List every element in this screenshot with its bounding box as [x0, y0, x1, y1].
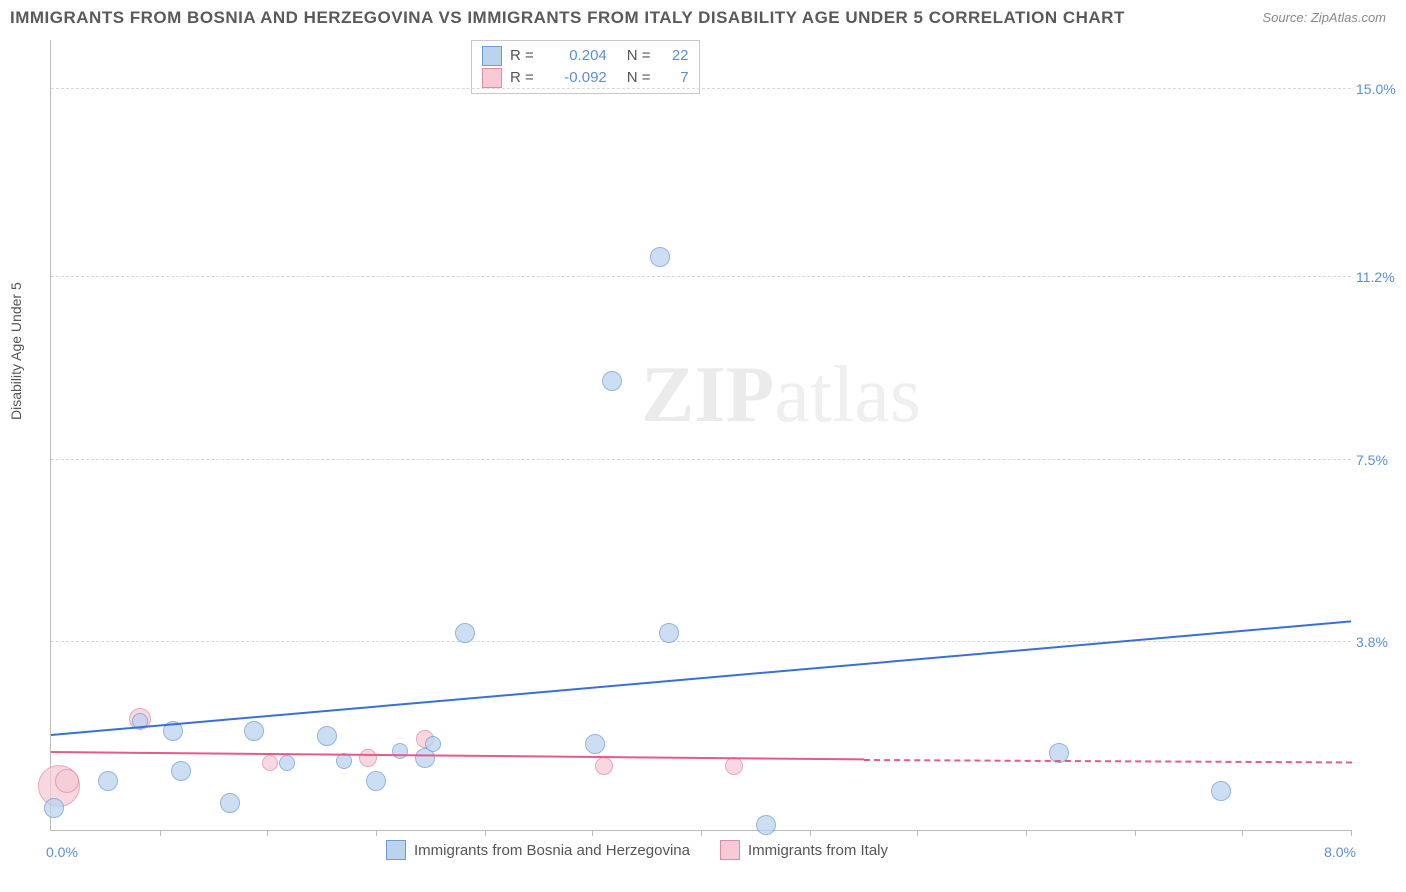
x-tick [376, 830, 377, 836]
plot-area: ZIPatlas R = 0.204 N = 22 R = -0.092 N =… [50, 40, 1351, 831]
x-tick [810, 830, 811, 836]
legend-bottom: Immigrants from Bosnia and Herzegovina I… [386, 840, 888, 860]
swatch-italy-icon [720, 840, 740, 860]
y-tick-label: 11.2% [1356, 269, 1406, 285]
gridline-h [51, 641, 1351, 642]
legend-item-bosnia: Immigrants from Bosnia and Herzegovina [386, 840, 690, 860]
data-point-bosnia [585, 734, 605, 754]
data-point-bosnia [98, 771, 118, 791]
data-point-bosnia [425, 736, 441, 752]
legend-italy-label: Immigrants from Italy [748, 842, 888, 859]
x-max-label: 8.0% [1324, 844, 1356, 860]
data-point-bosnia [317, 726, 337, 746]
x-tick [701, 830, 702, 836]
data-point-bosnia [650, 247, 670, 267]
chart-title: IMMIGRANTS FROM BOSNIA AND HERZEGOVINA V… [10, 8, 1125, 28]
y-tick-label: 3.8% [1356, 634, 1406, 650]
legend-item-italy: Immigrants from Italy [720, 840, 888, 860]
data-point-italy [262, 755, 278, 771]
legend-bosnia-label: Immigrants from Bosnia and Herzegovina [414, 842, 690, 859]
x-tick [1135, 830, 1136, 836]
bosnia-n-value: 22 [659, 45, 689, 67]
data-point-bosnia [1211, 781, 1231, 801]
x-tick [485, 830, 486, 836]
watermark: ZIPatlas [641, 350, 921, 441]
trend-line [51, 621, 1351, 737]
data-point-bosnia [44, 798, 64, 818]
y-tick-label: 7.5% [1356, 452, 1406, 468]
trend-line-dashed [863, 759, 1351, 763]
stats-row-italy: R = -0.092 N = 7 [482, 67, 689, 89]
gridline-h [51, 88, 1351, 89]
x-origin-label: 0.0% [46, 844, 78, 860]
x-tick [160, 830, 161, 836]
stats-row-bosnia: R = 0.204 N = 22 [482, 45, 689, 67]
gridline-h [51, 459, 1351, 460]
data-point-italy [359, 749, 377, 767]
data-point-bosnia [244, 721, 264, 741]
x-tick [267, 830, 268, 836]
x-tick [1026, 830, 1027, 836]
bosnia-r-value: 0.204 [542, 45, 607, 67]
swatch-bosnia [482, 46, 502, 66]
trend-line [51, 751, 864, 760]
data-point-italy [725, 757, 743, 775]
italy-n-value: 7 [659, 67, 689, 89]
data-point-bosnia [279, 755, 295, 771]
x-tick [917, 830, 918, 836]
data-point-bosnia [171, 761, 191, 781]
gridline-h [51, 276, 1351, 277]
x-tick [1351, 830, 1352, 836]
data-point-italy [595, 757, 613, 775]
source-label: Source: ZipAtlas.com [1262, 10, 1386, 25]
y-axis-label: Disability Age Under 5 [8, 282, 24, 420]
data-point-bosnia [220, 793, 240, 813]
data-point-bosnia [756, 815, 776, 835]
x-tick [1242, 830, 1243, 836]
x-tick [592, 830, 593, 836]
swatch-bosnia-icon [386, 840, 406, 860]
data-point-bosnia [602, 371, 622, 391]
data-point-bosnia [659, 623, 679, 643]
data-point-bosnia [366, 771, 386, 791]
data-point-bosnia [455, 623, 475, 643]
swatch-italy [482, 68, 502, 88]
italy-r-value: -0.092 [542, 67, 607, 89]
y-tick-label: 15.0% [1356, 81, 1406, 97]
stats-legend-box: R = 0.204 N = 22 R = -0.092 N = 7 [471, 40, 700, 94]
data-point-italy [55, 769, 79, 793]
data-point-bosnia [392, 743, 408, 759]
